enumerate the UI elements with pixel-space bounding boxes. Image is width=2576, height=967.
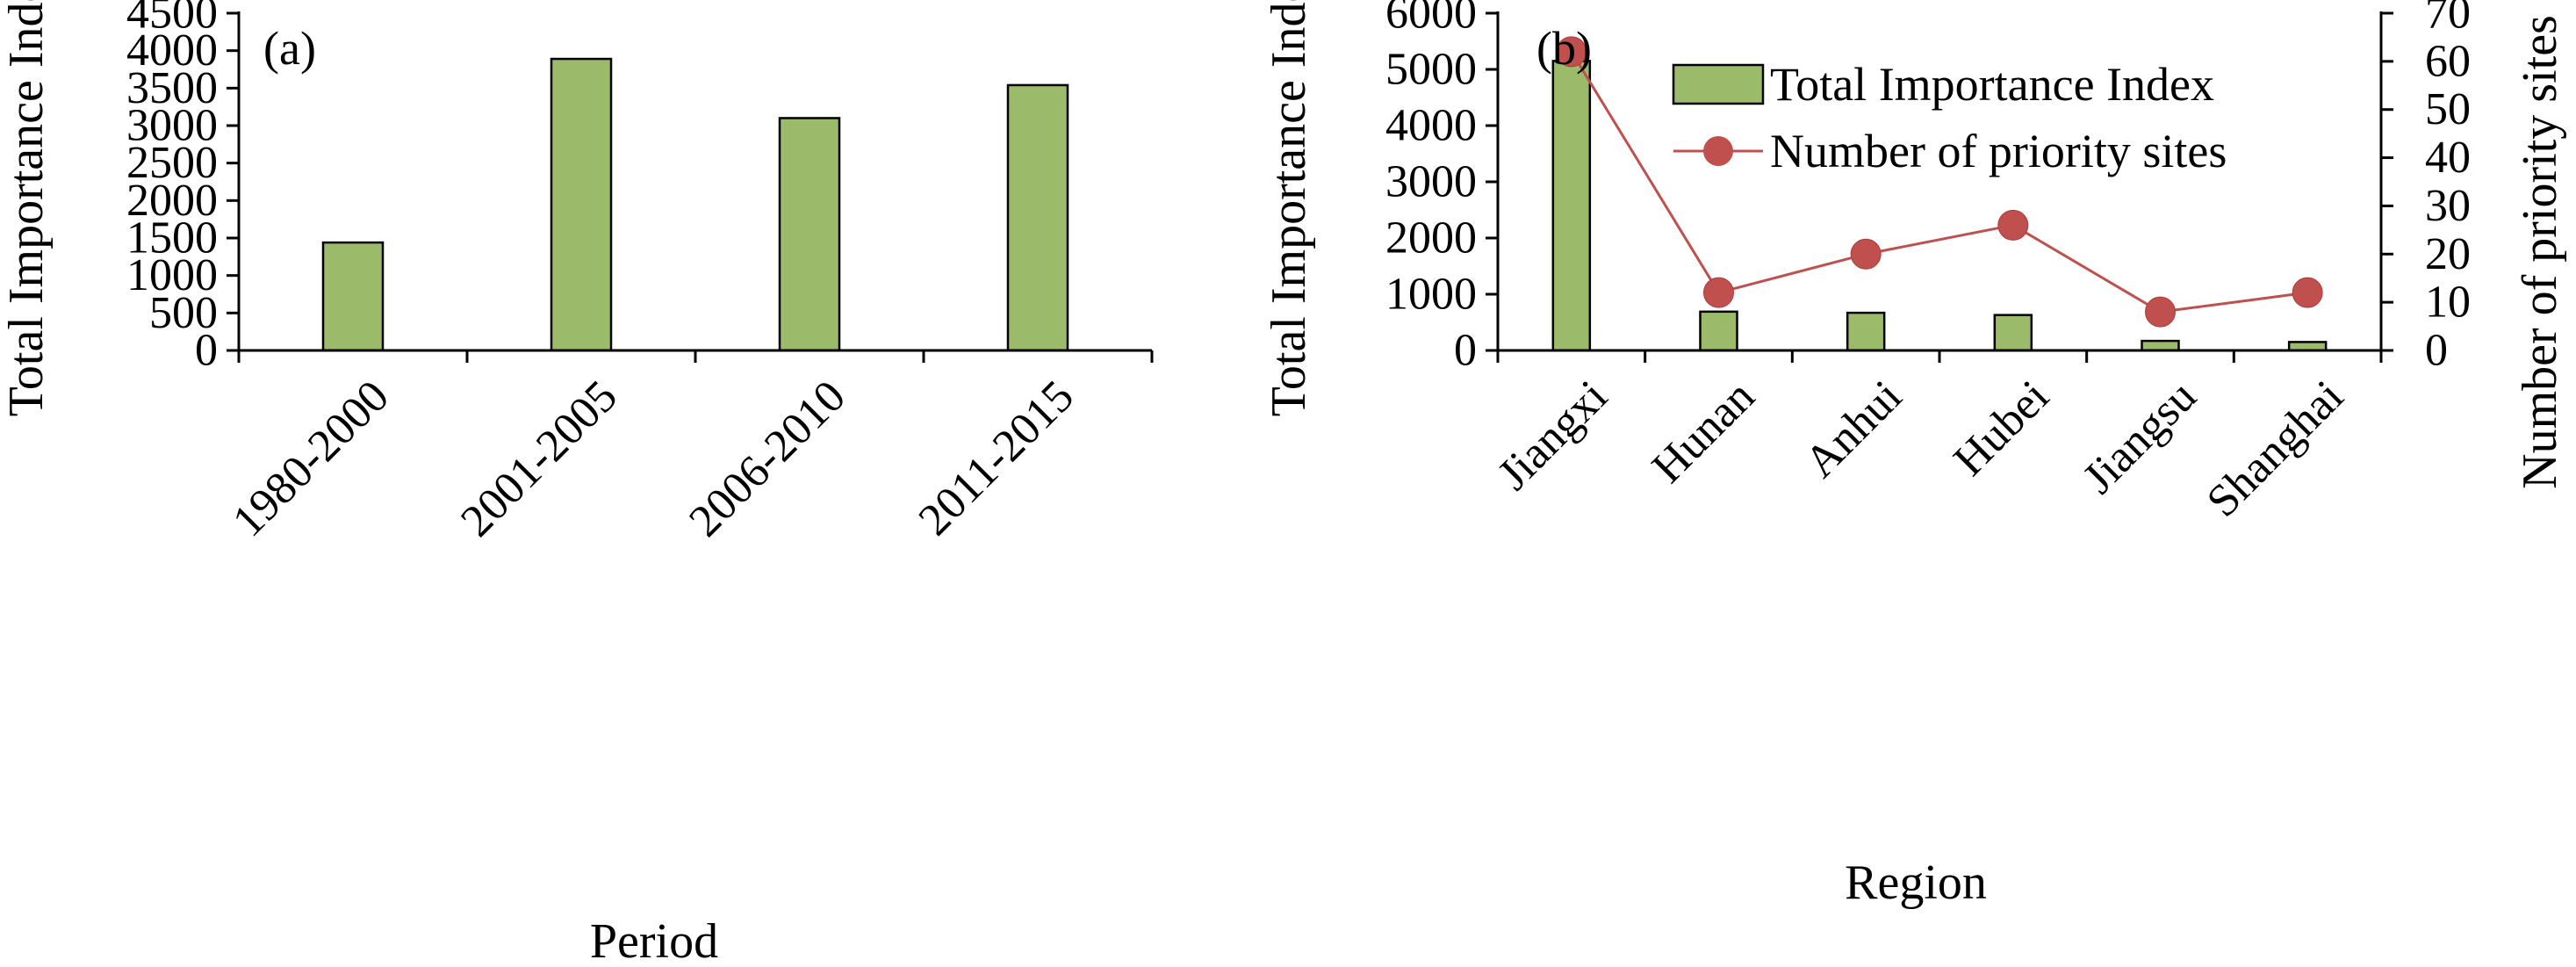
series-line-priority-sites bbox=[1570, 51, 2308, 314]
bar-a-2001-2005 bbox=[550, 57, 613, 352]
bar-a-1980-2000 bbox=[321, 241, 385, 352]
y2-tick-label-b: 30 bbox=[2425, 181, 2471, 231]
y-tick-label-b: 6000 bbox=[1385, 0, 1477, 39]
y-tick-label-a: 2500 bbox=[126, 138, 218, 188]
panel-label-a: (a) bbox=[263, 22, 316, 75]
bar-b-Hubei bbox=[1993, 314, 2033, 352]
y2-tick-label-b: 0 bbox=[2425, 326, 2448, 376]
point-priority-sites-Hunan bbox=[1703, 277, 1734, 308]
y-tick-label-a: 3000 bbox=[126, 101, 218, 151]
x-tick-label-b: Hubei bbox=[1945, 372, 2059, 486]
bar-b-Anhui bbox=[1846, 311, 1886, 352]
x-tick-label-b: Hunan bbox=[1643, 372, 1764, 493]
x-tick-label-a: 2006-2010 bbox=[680, 372, 855, 547]
legend-label-priority-sites: Number of priority sites bbox=[1770, 125, 2227, 177]
y-tick-label-a: 0 bbox=[195, 326, 218, 376]
point-priority-sites-Hubei bbox=[1997, 209, 2029, 241]
y-tick-label-b: 4000 bbox=[1385, 101, 1477, 151]
y2-tick-label-b: 40 bbox=[2425, 133, 2471, 183]
point-priority-sites-Jiangxi bbox=[1556, 36, 1587, 68]
legend-label-total-importance: Total Importance Index bbox=[1770, 58, 2214, 111]
y-tick-label-b: 5000 bbox=[1385, 45, 1477, 95]
y2-tick-label-b: 70 bbox=[2425, 0, 2471, 39]
y-tick-label-a: 500 bbox=[149, 288, 218, 338]
x-tick-label-b: Shanghai bbox=[2198, 372, 2353, 527]
bar-a-2006-2010 bbox=[778, 117, 841, 352]
bar-b-Jiangxi bbox=[1551, 60, 1592, 352]
y-tick-label-a: 1500 bbox=[126, 213, 218, 263]
x-tick-label-a: 2011-2015 bbox=[910, 372, 1083, 545]
y-axis-title-b: Total Importance Index bbox=[1262, 0, 1316, 416]
y2-axis-title-b: Number of priority sites bbox=[2513, 15, 2567, 489]
y-tick-label-b: 1000 bbox=[1385, 270, 1477, 320]
y-tick-label-b: 3000 bbox=[1385, 157, 1477, 207]
panel-label-b: (b) bbox=[1536, 22, 1592, 75]
point-priority-sites-Shanghai bbox=[2292, 277, 2323, 308]
y2-tick-label-b: 60 bbox=[2425, 36, 2471, 86]
y2-tick-label-b: 10 bbox=[2425, 278, 2471, 328]
bar-a-2011-2015 bbox=[1006, 83, 1069, 352]
y-tick-label-a: 4500 bbox=[126, 0, 218, 39]
y-tick-label-a: 4000 bbox=[126, 25, 218, 76]
y-tick-label-b: 0 bbox=[1454, 326, 1477, 376]
point-priority-sites-Jiangsu bbox=[2145, 296, 2176, 328]
x-tick-label-b: Jiangxi bbox=[1488, 372, 1617, 501]
y-tick-label-a: 3500 bbox=[126, 63, 218, 113]
x-axis-title-b: Region bbox=[1845, 855, 1987, 910]
y-tick-label-a: 2000 bbox=[126, 176, 218, 226]
point-priority-sites-Anhui bbox=[1850, 238, 1882, 270]
y2-tick-label-b: 20 bbox=[2425, 229, 2471, 279]
y-tick-label-a: 1000 bbox=[126, 250, 218, 300]
x-tick-label-a: 1980-2000 bbox=[223, 372, 399, 547]
bar-b-Hunan bbox=[1699, 310, 1738, 352]
y-axis-title-a: Total Importance Index bbox=[0, 0, 54, 416]
x-tick-label-b: Anhui bbox=[1795, 372, 1911, 487]
legend-swatch-total-importance bbox=[1672, 63, 1765, 105]
x-tick-label-a: 2001-2005 bbox=[451, 372, 627, 547]
y-tick-label-b: 2000 bbox=[1385, 213, 1477, 263]
x-axis-title-a: Period bbox=[590, 914, 718, 963]
bar-b-Jiangsu bbox=[2141, 339, 2180, 352]
legend-marker-priority-sites bbox=[1703, 136, 1733, 166]
y2-tick-label-b: 50 bbox=[2425, 84, 2471, 134]
x-tick-label-b: Jiangsu bbox=[2074, 372, 2206, 504]
